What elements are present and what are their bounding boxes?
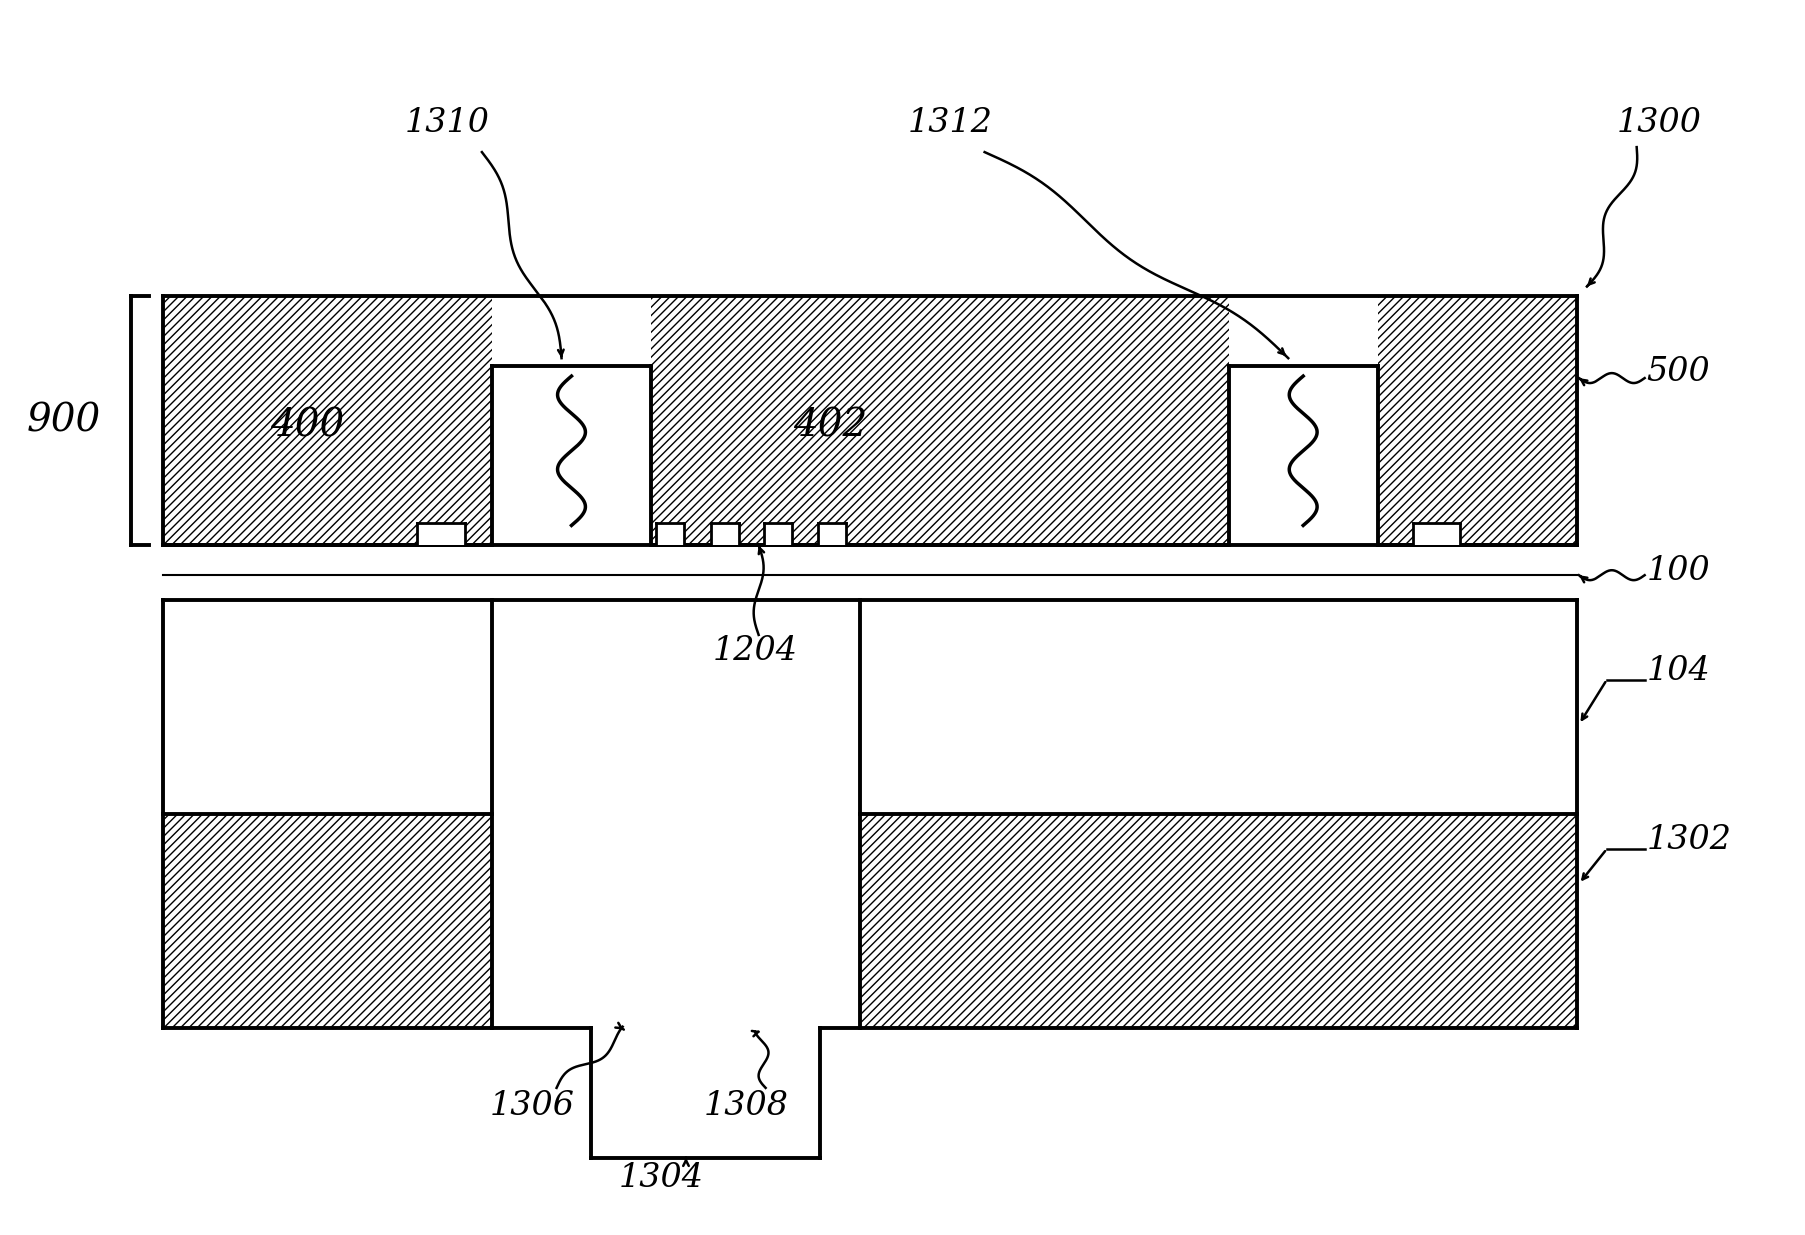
Text: 1300: 1300 <box>1617 107 1702 140</box>
Text: 1312: 1312 <box>908 107 993 140</box>
Text: 500: 500 <box>1646 356 1711 388</box>
Bar <box>592 1029 819 1157</box>
Bar <box>764 524 792 546</box>
Bar <box>818 524 847 546</box>
Text: 900: 900 <box>27 403 101 440</box>
Text: 1310: 1310 <box>404 107 489 140</box>
Text: 104: 104 <box>1646 655 1711 687</box>
Bar <box>1413 524 1460 546</box>
Bar <box>491 366 652 546</box>
Text: 1302: 1302 <box>1646 824 1731 856</box>
Text: 1306: 1306 <box>489 1089 574 1121</box>
Bar <box>711 524 738 546</box>
Bar <box>861 814 1578 1029</box>
Bar <box>162 600 491 814</box>
Bar <box>1229 366 1377 546</box>
Bar <box>162 296 491 546</box>
Text: 402: 402 <box>792 408 868 445</box>
Bar <box>652 296 1229 546</box>
Bar <box>162 546 1578 600</box>
Bar <box>655 524 684 546</box>
Bar <box>417 524 466 546</box>
Text: 1204: 1204 <box>713 635 798 667</box>
Bar <box>491 600 861 1029</box>
Text: 1308: 1308 <box>704 1089 789 1121</box>
Text: 400: 400 <box>271 408 345 445</box>
Bar <box>162 814 491 1029</box>
Text: 100: 100 <box>1646 556 1711 587</box>
Bar <box>861 600 1578 814</box>
Text: 1304: 1304 <box>619 1162 704 1194</box>
Bar <box>1377 296 1578 546</box>
